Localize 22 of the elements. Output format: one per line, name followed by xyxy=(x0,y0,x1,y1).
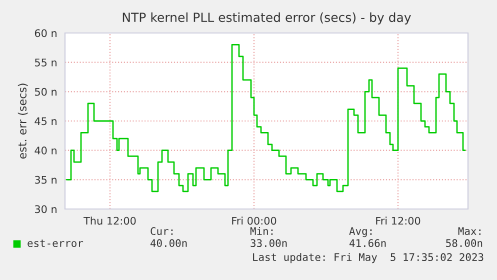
x-tick-label: Fri 00:00 xyxy=(232,216,276,225)
text: 40.00n xyxy=(150,239,187,248)
y-tick-label: 50 n xyxy=(35,88,56,96)
text: 33.00n xyxy=(250,239,287,248)
x-tick-label: Thu 12:00 xyxy=(84,216,136,225)
text: 41.66n xyxy=(350,239,386,248)
text: Min: xyxy=(250,226,273,235)
y-tick-label: 30 n xyxy=(34,205,56,214)
text: Avg: xyxy=(349,227,372,238)
y-tick-label: 35 n xyxy=(34,176,56,184)
y-tick-label: 45 n xyxy=(34,117,56,126)
y-tick-label: 40 n xyxy=(34,146,56,154)
chart-title: NTP kernel PLL estimated error (secs) - by day xyxy=(122,12,411,24)
legend-label: est-error xyxy=(28,240,84,248)
y-tick-label: 55 n xyxy=(35,58,56,66)
y-axis-title: est. err (secs) xyxy=(18,84,28,159)
y-tick-label: 60 n xyxy=(34,29,56,38)
text: Last update: Fri May 5 17:35:02 2023 xyxy=(253,252,484,264)
text: Max: xyxy=(458,227,480,236)
text: Cur: xyxy=(150,227,173,236)
text: 58.00n xyxy=(446,239,482,248)
x-tick-label: Fri 12:00 xyxy=(376,216,420,225)
